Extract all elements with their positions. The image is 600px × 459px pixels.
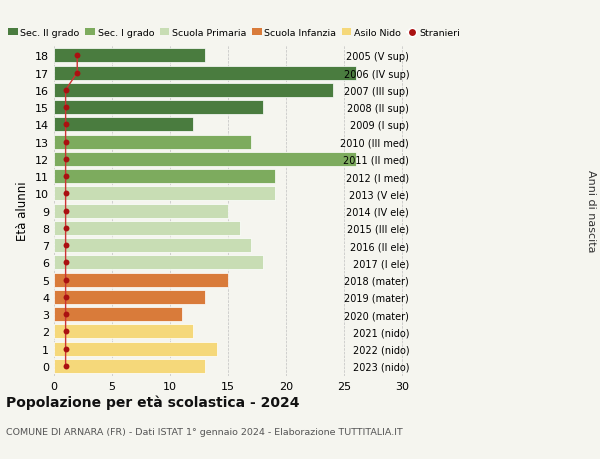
Bar: [54, 290, 205, 304]
Point: [73, 70, 82, 77]
Text: Popolazione per età scolastica - 2024: Popolazione per età scolastica - 2024: [6, 395, 299, 409]
Bar: [54, 170, 275, 184]
Bar: [54, 135, 251, 149]
Point: [61, 276, 70, 284]
Bar: [54, 204, 228, 218]
Point: [61, 345, 70, 353]
Point: [73, 52, 82, 60]
Bar: [54, 101, 263, 115]
Point: [61, 311, 70, 318]
Bar: [54, 308, 182, 321]
Bar: [54, 187, 275, 201]
Point: [61, 87, 70, 95]
Point: [61, 242, 70, 249]
Legend: Sec. II grado, Sec. I grado, Scuola Primaria, Scuola Infanzia, Asilo Nido, Stran: Sec. II grado, Sec. I grado, Scuola Prim…: [8, 29, 460, 38]
Point: [61, 173, 70, 180]
Point: [61, 207, 70, 215]
Text: Anni di nascita: Anni di nascita: [586, 170, 596, 252]
Point: [61, 190, 70, 197]
Y-axis label: Età alunni: Età alunni: [16, 181, 29, 241]
Point: [61, 121, 70, 129]
Point: [61, 156, 70, 163]
Bar: [54, 359, 205, 373]
Point: [61, 225, 70, 232]
Bar: [54, 84, 333, 98]
Point: [61, 259, 70, 266]
Bar: [54, 239, 251, 252]
Text: COMUNE DI ARNARA (FR) - Dati ISTAT 1° gennaio 2024 - Elaborazione TUTTITALIA.IT: COMUNE DI ARNARA (FR) - Dati ISTAT 1° ge…: [6, 427, 403, 436]
Point: [61, 294, 70, 301]
Point: [61, 328, 70, 335]
Point: [61, 363, 70, 370]
Bar: [54, 118, 193, 132]
Point: [61, 104, 70, 112]
Bar: [54, 325, 193, 339]
Bar: [54, 256, 263, 270]
Bar: [54, 221, 240, 235]
Bar: [54, 49, 205, 63]
Bar: [54, 273, 228, 287]
Bar: [54, 342, 217, 356]
Bar: [54, 152, 356, 167]
Point: [61, 139, 70, 146]
Bar: [54, 67, 356, 80]
